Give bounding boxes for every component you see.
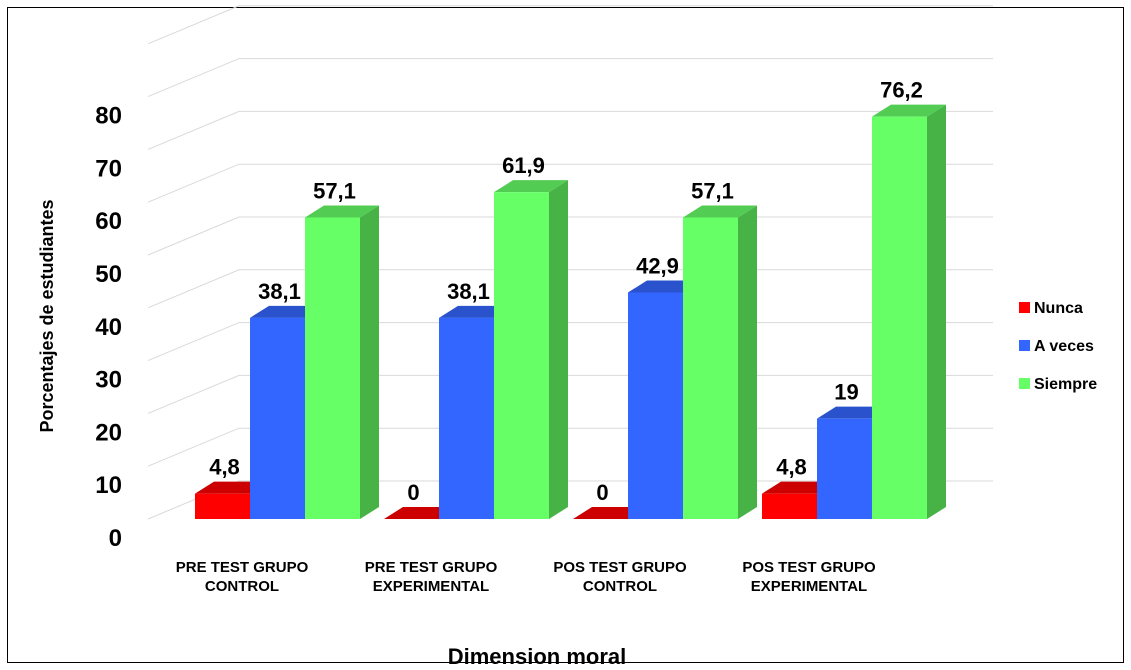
data-label: 76,2 bbox=[880, 78, 923, 103]
data-label: 57,1 bbox=[313, 179, 356, 204]
legend-label: A veces bbox=[1034, 338, 1094, 355]
legend-swatch bbox=[1019, 340, 1030, 351]
bar bbox=[305, 205, 379, 519]
gridline bbox=[147, 110, 993, 150]
y-tick-label: 70 bbox=[95, 155, 122, 182]
y-tick-label: 80 bbox=[95, 103, 122, 130]
x-category-label: PRE TEST GRUPO EXPERIMENTAL bbox=[365, 559, 498, 595]
data-labels: 4,8 38,1 57,1 0 38,1 61,9 0 42,9 57,1 4,8 19 76,2 bbox=[209, 78, 923, 505]
y-tick-label: 10 bbox=[95, 472, 122, 499]
x-axis-title: Dimension moral bbox=[448, 644, 626, 669]
y-tick-label: 20 bbox=[95, 419, 122, 446]
gridline bbox=[147, 216, 993, 256]
bar bbox=[494, 180, 568, 519]
gridline bbox=[147, 5, 993, 45]
y-tick-label: 0 bbox=[109, 525, 122, 552]
legend-label: Siempre bbox=[1034, 376, 1097, 393]
bars bbox=[195, 104, 946, 519]
data-label: 61,9 bbox=[502, 153, 545, 178]
y-axis-title: Porcentajes de estudiantes bbox=[37, 199, 57, 432]
data-label: 57,1 bbox=[691, 179, 734, 204]
y-tick-label: 50 bbox=[95, 261, 122, 288]
legend-label: Nunca bbox=[1034, 300, 1083, 317]
bar bbox=[683, 205, 757, 519]
data-label: 38,1 bbox=[447, 279, 490, 304]
y-tick-label: 30 bbox=[95, 367, 122, 394]
data-label: 42,9 bbox=[636, 253, 679, 278]
legend-swatch bbox=[1019, 378, 1030, 389]
legend-swatch bbox=[1019, 302, 1030, 313]
data-label: 0 bbox=[596, 480, 608, 505]
data-label: 4,8 bbox=[209, 455, 240, 480]
y-axis-ticks: 0 10 20 30 40 50 60 70 80 bbox=[95, 103, 122, 552]
x-category-label: POS TEST GRUPO EXPERIMENTAL bbox=[742, 559, 876, 595]
x-category-label: PRE TEST GRUPO CONTROL bbox=[176, 559, 309, 595]
y-tick-label: 40 bbox=[95, 314, 122, 341]
data-label: 19 bbox=[834, 380, 858, 405]
x-category-label: POS TEST GRUPO CONTROL bbox=[553, 559, 687, 595]
data-label: 4,8 bbox=[776, 455, 807, 480]
legend: Nunca A veces Siempre bbox=[1019, 300, 1097, 393]
bar bbox=[872, 104, 946, 519]
y-tick-label: 60 bbox=[95, 208, 122, 235]
data-label: 0 bbox=[407, 480, 419, 505]
data-label: 38,1 bbox=[258, 279, 301, 304]
x-axis-categories: PRE TEST GRUPO CONTROL PRE TEST GRUPO EXPER… bbox=[176, 559, 876, 595]
gridline bbox=[147, 163, 993, 203]
gridline bbox=[147, 58, 993, 98]
